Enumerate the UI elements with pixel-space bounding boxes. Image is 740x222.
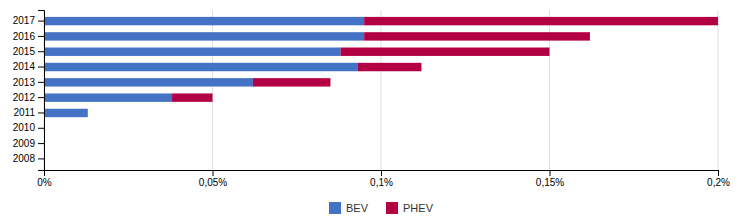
- y-tick: 2016: [13, 31, 44, 42]
- y-tick-mark: [38, 143, 44, 144]
- legend-swatch: [329, 202, 341, 214]
- bar: [253, 78, 331, 86]
- bar-series: [172, 17, 718, 102]
- y-tick-mark: [38, 51, 44, 52]
- x-tick-label: 0,15%: [536, 177, 564, 188]
- y-axis-line: [38, 11, 45, 171]
- legend-swatch: [386, 202, 398, 214]
- y-tick: 2011: [13, 107, 44, 118]
- y-axis: 2017 2016 2015 2014 2013 2012 2011 2010 2009 2008: [13, 11, 45, 171]
- y-tick-label: 2012: [13, 92, 36, 103]
- bar: [44, 109, 88, 117]
- x-tick-mark: [718, 170, 719, 176]
- y-tick-label: 2017: [13, 15, 36, 26]
- y-tick-label: 2009: [13, 138, 36, 149]
- x-axis: 0% 0,05% 0,1% 0,15% 0,2%: [37, 170, 730, 188]
- y-tick-mark: [38, 21, 44, 22]
- x-tick-mark: [381, 170, 382, 176]
- bar: [44, 17, 364, 25]
- bar: [44, 78, 253, 86]
- y-tick-mark: [38, 128, 44, 129]
- x-tick-label: 0%: [37, 177, 52, 188]
- x-tick-label: 0,1%: [370, 177, 393, 188]
- bar: [44, 48, 341, 56]
- bar: [364, 17, 718, 25]
- plot: 0% 0,05% 0,1% 0,15% 0,2% 2017 2016 2015 2014 2013…: [13, 10, 730, 188]
- y-tick-mark: [38, 112, 44, 113]
- grid: [44, 10, 718, 170]
- y-tick: 2009: [13, 138, 44, 149]
- y-tick-label: 2016: [13, 31, 36, 42]
- y-tick-mark: [38, 67, 44, 68]
- legend-item: BEV: [329, 202, 369, 214]
- x-tick-mark: [550, 170, 551, 176]
- legend-label: PHEV: [403, 202, 434, 214]
- legend-item: PHEV: [386, 202, 434, 214]
- y-tick: 2015: [13, 46, 44, 57]
- x-tick: 0,05%: [199, 170, 227, 188]
- x-tick: 0,2%: [707, 170, 730, 188]
- bar: [44, 63, 357, 71]
- bar: [44, 32, 364, 40]
- y-tick-mark: [38, 158, 44, 159]
- chart-svg: 0% 0,05% 0,1% 0,15% 0,2% 2017 2016 2015 2014 2013…: [0, 0, 740, 222]
- bar: [364, 32, 590, 40]
- y-tick: 2013: [13, 77, 44, 88]
- y-tick: 2008: [13, 153, 44, 164]
- legend: BEV PHEV: [329, 202, 434, 214]
- bar: [44, 93, 172, 101]
- chart-container: 0% 0,05% 0,1% 0,15% 0,2% 2017 2016 2015 2014 2013…: [0, 0, 740, 222]
- x-tick-label: 0,05%: [199, 177, 227, 188]
- y-tick-label: 2008: [13, 153, 36, 164]
- grid-line: [718, 10, 719, 170]
- legend-label: BEV: [346, 202, 369, 214]
- bar: [172, 93, 212, 101]
- y-tick-mark: [38, 36, 44, 37]
- x-tick: 0%: [37, 170, 52, 188]
- x-axis-line: [45, 171, 719, 177]
- bar: [341, 48, 550, 56]
- bar: [87, 109, 88, 117]
- y-tick-label: 2015: [13, 46, 36, 57]
- y-tick-mark: [38, 82, 44, 83]
- y-tick: 2014: [13, 61, 44, 72]
- y-tick-label: 2013: [13, 77, 36, 88]
- y-tick: 2010: [13, 122, 44, 133]
- bar: [357, 63, 421, 71]
- x-tick-mark: [213, 170, 214, 176]
- y-tick-label: 2011: [13, 107, 35, 118]
- y-tick: 2012: [13, 92, 44, 103]
- x-tick-label: 0,2%: [707, 177, 730, 188]
- bars: [44, 17, 718, 117]
- bar-series: [44, 17, 364, 117]
- x-tick: 0,15%: [536, 170, 564, 188]
- y-tick-label: 2010: [13, 122, 36, 133]
- y-tick-label: 2014: [13, 61, 36, 72]
- y-tick: 2017: [13, 15, 44, 26]
- x-tick: 0,1%: [370, 170, 393, 188]
- y-tick-mark: [38, 97, 44, 98]
